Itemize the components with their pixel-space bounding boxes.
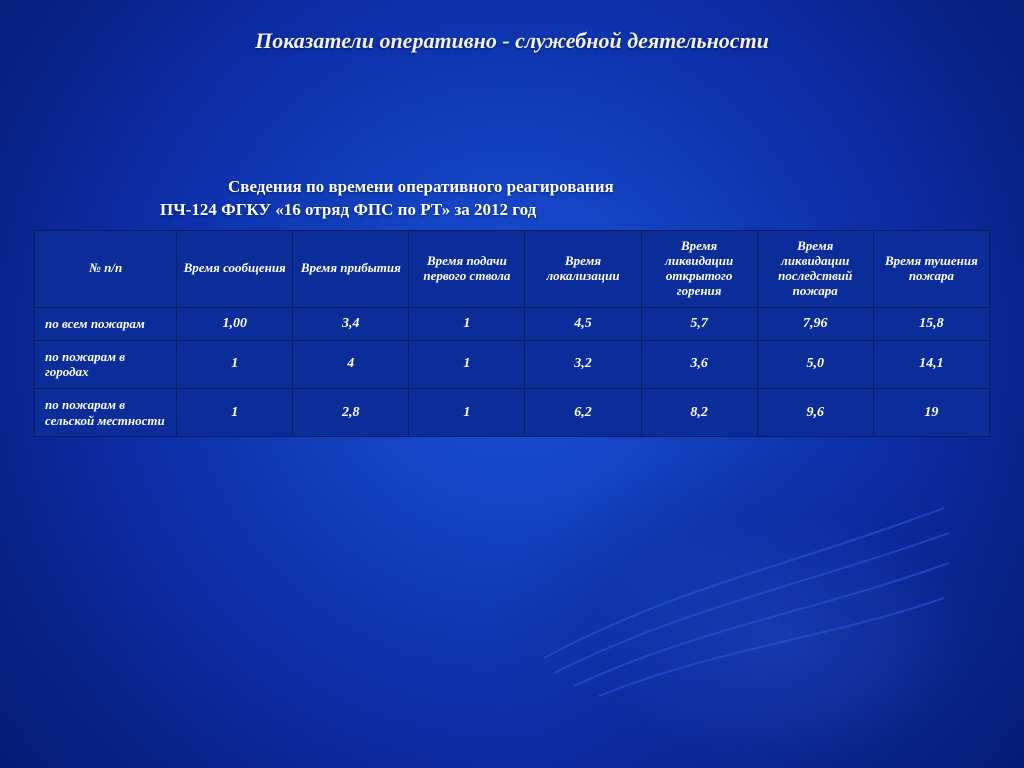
cell: 1	[409, 307, 525, 340]
cell: 14,1	[873, 340, 989, 388]
cell: 4	[293, 340, 409, 388]
cell: 1,00	[177, 307, 293, 340]
col-header: Время ликвидации открытого горения	[641, 231, 757, 308]
table-row: по пожарам в сельской местности 1 2,8 1 …	[35, 388, 990, 436]
cell: 1	[177, 388, 293, 436]
cell: 4,5	[525, 307, 641, 340]
table-row: по всем пожарам 1,00 3,4 1 4,5 5,7 7,96 …	[35, 307, 990, 340]
col-header: Время сообщения	[177, 231, 293, 308]
table-header-row: № п/п Время сообщения Время прибытия Вре…	[35, 231, 990, 308]
subtitle-line2: ПЧ-124 ФГКУ «16 отряд ФПС по РТ» за 2012…	[160, 199, 900, 222]
table-row: по пожарам в городах 1 4 1 3,2 3,6 5,0 1…	[35, 340, 990, 388]
col-header: Время тушения пожара	[873, 231, 989, 308]
col-header: Время прибытия	[293, 231, 409, 308]
cell: 1	[409, 388, 525, 436]
cell: 5,0	[757, 340, 873, 388]
cell: 19	[873, 388, 989, 436]
row-label: по пожарам в городах	[35, 340, 177, 388]
cell: 1	[177, 340, 293, 388]
data-table: № п/п Время сообщения Время прибытия Вре…	[34, 230, 990, 437]
cell: 3,6	[641, 340, 757, 388]
page-title: Показатели оперативно - служебной деятел…	[0, 28, 1024, 54]
cell: 5,7	[641, 307, 757, 340]
cell: 8,2	[641, 388, 757, 436]
row-label: по пожарам в сельской местности	[35, 388, 177, 436]
cell: 3,2	[525, 340, 641, 388]
col-header: Время подачи первого ствола	[409, 231, 525, 308]
col-header: Время ликвидации последствий пожара	[757, 231, 873, 308]
cell: 9,6	[757, 388, 873, 436]
table-body: по всем пожарам 1,00 3,4 1 4,5 5,7 7,96 …	[35, 307, 990, 436]
col-header: № п/п	[35, 231, 177, 308]
cell: 7,96	[757, 307, 873, 340]
subtitle: Сведения по времени оперативного реагиро…	[160, 176, 900, 222]
table-head: № п/п Время сообщения Время прибытия Вре…	[35, 231, 990, 308]
col-header: Время локализации	[525, 231, 641, 308]
cell: 6,2	[525, 388, 641, 436]
cell: 3,4	[293, 307, 409, 340]
subtitle-line1: Сведения по времени оперативного реагиро…	[160, 176, 900, 199]
cell: 15,8	[873, 307, 989, 340]
decorative-swoosh	[534, 448, 954, 708]
row-label: по всем пожарам	[35, 307, 177, 340]
cell: 2,8	[293, 388, 409, 436]
cell: 1	[409, 340, 525, 388]
